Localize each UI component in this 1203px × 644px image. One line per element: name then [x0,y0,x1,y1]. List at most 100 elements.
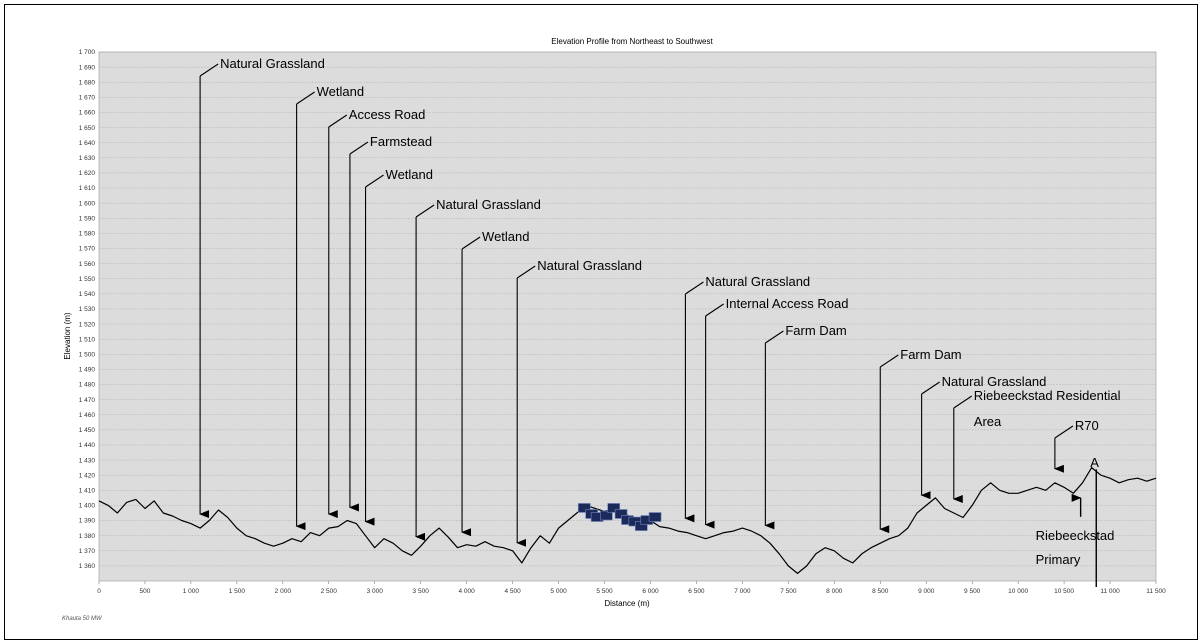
y-tick-label: 1 570 [79,246,96,253]
y-tick-label: 1 530 [79,306,96,313]
y-tick-label: 1 690 [79,64,96,71]
x-axis-label: Distance (m) [604,599,650,608]
y-tick-label: 1 700 [79,49,96,56]
x-tick-label: 3 500 [413,588,430,595]
y-tick-label: 1 560 [79,261,96,268]
annotation-16-label: Riebeeckstad [1036,528,1115,543]
x-tick-label: 500 [140,588,151,595]
annotation-5-leader [365,174,384,188]
y-tick-label: 1 470 [79,397,96,404]
x-tick-label: 0 [97,588,101,595]
annotation-13-label: Natural Grassland [942,374,1047,389]
annotation-15-label: R70 [1075,418,1099,433]
chart-title: Elevation Profile from Northeast to Sout… [551,37,713,46]
y-tick-label: 1 640 [79,140,96,147]
x-tick-label: 8 500 [872,588,889,595]
y-tick-label: 1 490 [79,367,96,374]
y-tick-label: 1 430 [79,457,96,464]
x-tick-label: 2 000 [275,588,292,595]
x-tick-label: 1 500 [229,588,246,595]
footer-note: Khauta 50 MW [62,616,103,622]
y-tick-label: 1 510 [79,336,96,343]
annotation-2-label: Wetland [317,84,364,99]
annotation-3-leader [328,114,348,128]
annotation-8-leader [516,265,536,279]
y-tick-label: 1 380 [79,533,96,540]
y-tick-label: 1 480 [79,382,96,389]
y-tick-label: 1 540 [79,291,96,298]
x-tick-label: 8 000 [826,588,843,595]
x-tick-label: 2 500 [321,588,338,595]
annotation-6-leader [415,204,435,218]
annotation-15-leader [1054,425,1074,439]
y-tick-label: 1 680 [79,79,96,86]
y-tick-label: 1 360 [79,563,96,570]
figure-frame [4,4,1198,640]
annotation-14-leader [953,395,973,409]
x-tick-label: 9 000 [918,588,935,595]
annotation-9-label: Natural Grassland [705,274,810,289]
y-axis-label: Elevation (m) [63,312,72,359]
annotation-13-leader [921,381,940,395]
y-tick-label: 1 520 [79,321,96,328]
y-tick-label: 1 610 [79,185,96,192]
annotation-9-leader [685,281,704,295]
plot-area [98,51,1157,582]
annotation-6-label: Natural Grassland [436,197,541,212]
annotation-5-label: Wetland [386,167,433,182]
y-tick-label: 1 410 [79,488,96,495]
x-tick-label: 7 000 [734,588,751,595]
x-tick-label: 10 000 [1008,588,1028,595]
annotation-1-leader [199,63,219,77]
annotation-12-leader [879,354,899,368]
y-tick-label: 1 450 [79,427,96,434]
x-tick-label: 5 500 [596,588,613,595]
annotation-10-leader [705,303,724,317]
annotation-14-label: Area [974,414,1002,429]
turbine-marker [614,509,628,519]
annotation-3-label: Access Road [349,107,426,122]
y-tick-label: 1 460 [79,412,96,419]
x-tick-label: 3 000 [367,588,384,595]
turbine-marker [607,503,621,513]
x-tick-label: 1 000 [183,588,200,595]
x-tick-label: 7 500 [780,588,797,595]
annotation-11-label: Farm Dam [785,323,846,338]
x-tick-label: 10 500 [1054,588,1074,595]
annotation-17-label: A [1090,455,1099,470]
x-tick-label: 9 500 [964,588,981,595]
x-tick-label: 11 500 [1146,588,1166,595]
y-tick-label: 1 620 [79,170,96,177]
x-tick-label: 4 500 [504,588,521,595]
y-tick-label: 1 500 [79,351,96,358]
y-tick-label: 1 650 [79,125,96,132]
y-tick-label: 1 660 [79,110,96,117]
x-tick-label: 6 500 [688,588,705,595]
turbine-marker [578,503,591,513]
y-tick-label: 1 400 [79,503,96,510]
annotation-4-leader [349,141,369,155]
y-tick-label: 1 420 [79,472,96,479]
turbine-marker [600,510,613,521]
annotation-11-leader [765,330,784,344]
x-tick-label: 11 000 [1100,588,1120,595]
annotation-4-label: Farmstead [370,134,432,149]
y-tick-label: 1 550 [79,276,96,283]
y-tick-label: 1 630 [79,155,96,162]
y-tick-label: 1 370 [79,548,96,555]
y-tick-label: 1 580 [79,231,96,238]
annotation-7-label: Wetland [482,229,529,244]
annotation-12-label: Farm Dam [900,347,961,362]
y-tick-label: 1 670 [79,95,96,102]
y-tick-label: 1 600 [79,200,96,207]
y-tick-label: 1 390 [79,518,96,525]
x-tick-label: 5 000 [550,588,567,595]
annotation-7-leader [461,236,481,250]
turbine-marker [648,512,662,522]
annotation-14-label: Riebeeckstad Residential [974,388,1121,403]
x-tick-label: 6 000 [642,588,659,595]
x-tick-label: 4 000 [459,588,476,595]
y-tick-label: 1 590 [79,215,96,222]
y-tick-label: 1 440 [79,442,96,449]
